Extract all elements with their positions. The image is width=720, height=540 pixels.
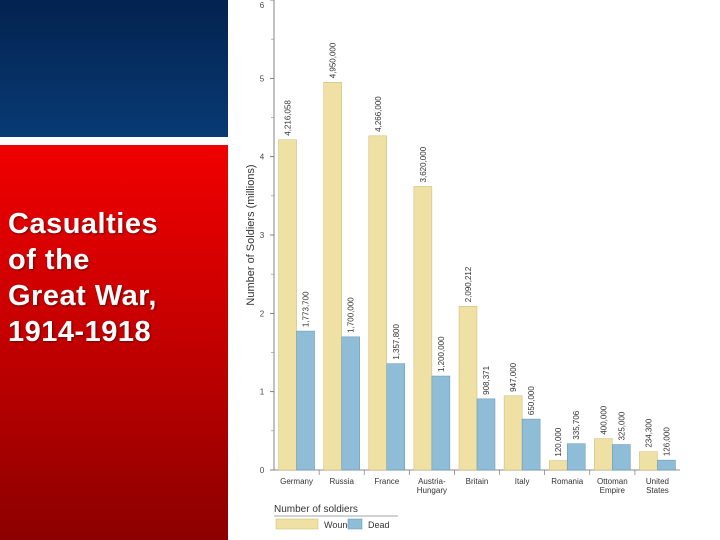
bar-dead-1 (341, 336, 360, 471)
bar-wounded-0 (278, 139, 297, 471)
legend-label-wounded: Wounded (324, 520, 362, 530)
data-label-dead-4: 908,371 (482, 365, 491, 394)
data-label-wounded-0: 4,216,058 (284, 100, 293, 136)
data-label-dead-2: 1,357,800 (392, 323, 401, 359)
x-tick-label: Russia (329, 477, 354, 486)
bar-dead-5 (521, 418, 541, 471)
bar-dead-0 (296, 330, 315, 471)
bar-dead-4 (476, 398, 496, 471)
bar-wounded-3 (413, 186, 433, 471)
data-label-wounded-5: 947,000 (509, 362, 518, 391)
y-tick-label: 0 (260, 466, 265, 475)
category-labels: Germany Russia France Austria-Hungary Britai… (280, 477, 669, 495)
legend-title: Number of soldiers (274, 504, 358, 515)
data-label-wounded-3: 3,620,000 (419, 146, 428, 182)
data-label-dead-0: 1,773,700 (302, 291, 311, 327)
legend-label-dead: Dead (368, 520, 390, 530)
top-blue-panel (0, 0, 228, 137)
y-tick-label: 1 (260, 388, 265, 397)
data-label-dead-6: 335,706 (572, 410, 581, 439)
x-tick-label: Italy (515, 477, 530, 486)
bar-wounded-5 (503, 395, 523, 471)
bar-wounded-6 (548, 460, 568, 471)
data-label-dead-3: 1,200,000 (437, 336, 446, 372)
casualties-bar-chart: Number of Soldiers (millions) 0 1 2 3 4 5 6 4,… (245, 0, 680, 530)
bar-wounded-8 (639, 451, 658, 471)
legend-swatch-wounded (275, 518, 319, 530)
red-title-panel (0, 145, 228, 540)
x-tick-label: United States (646, 477, 669, 495)
data-label-wounded-8: 234,300 (644, 418, 653, 447)
y-tick-label: 3 (260, 231, 265, 240)
legend-swatch-dead (347, 518, 363, 530)
x-tick-label: Romania (551, 477, 584, 486)
data-label-dead-5: 650,000 (527, 386, 536, 415)
bar-dead-7 (612, 444, 631, 471)
bar-dead-3 (431, 375, 451, 471)
bar-dead-8 (657, 459, 676, 471)
bar-wounded-7 (594, 438, 613, 471)
data-label-wounded-1: 4,950,000 (329, 42, 338, 78)
x-tick-label: Ottoman Empire (597, 477, 628, 495)
bar-dead-2 (386, 363, 406, 471)
data-label-wounded-4: 2,090,212 (464, 266, 473, 302)
bar-dead-6 (566, 443, 586, 471)
x-tick-label: France (374, 477, 399, 486)
y-axis-label: Number of Soldiers (millions) (245, 164, 257, 305)
bar-wounded-4 (458, 306, 478, 471)
y-tick-label: 2 (260, 309, 265, 318)
data-label-dead-7: 325,000 (617, 411, 626, 440)
y-tick-label: 4 (260, 153, 265, 162)
y-tick-label: 5 (260, 74, 265, 83)
data-label-dead-8: 126,000 (662, 427, 671, 456)
bar-wounded-1 (323, 82, 342, 471)
data-label-wounded-7: 400,000 (599, 405, 608, 434)
x-tick-label: Austria-Hungary (417, 477, 447, 495)
x-tick-label: Germany (280, 477, 313, 486)
data-label-wounded-6: 120,000 (554, 427, 563, 456)
bar-wounded-2 (368, 135, 388, 471)
chart-bars: 4,216,058 1,773,700 4,950,000 1,700,000 4,26… (278, 42, 676, 471)
data-label-dead-1: 1,700,000 (347, 297, 356, 333)
x-tick-label: Britain (466, 477, 489, 486)
chart-legend: Number of soldiers Wounded Dead (274, 504, 398, 530)
y-tick-label: 6 (260, 1, 265, 10)
slide-title: Casualties of the Great War, 1914-1918 (8, 208, 159, 348)
data-label-wounded-2: 4,266,000 (374, 96, 383, 132)
